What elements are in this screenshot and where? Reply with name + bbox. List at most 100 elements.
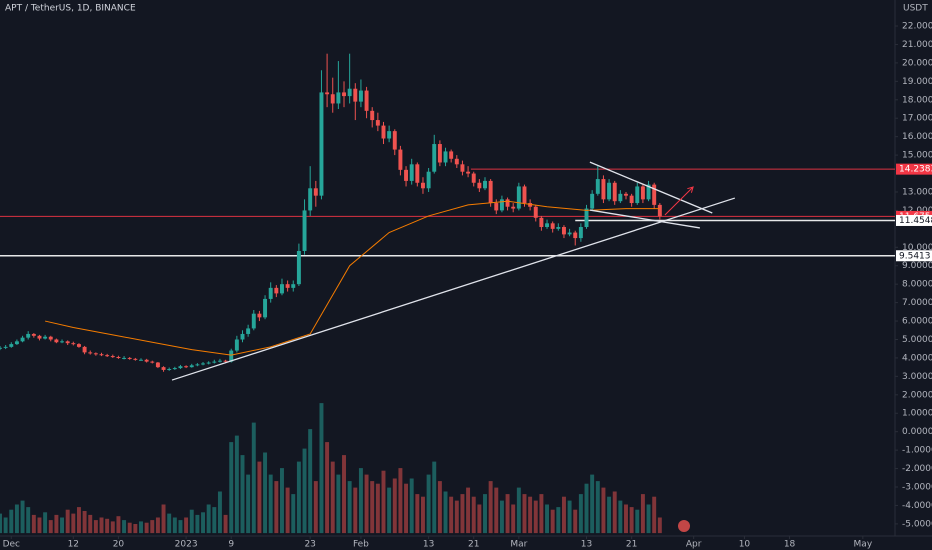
volume-bar <box>26 507 31 534</box>
candle-body <box>246 328 251 334</box>
candle-body <box>116 357 121 359</box>
y-tick-label: 13.0000 <box>902 187 932 197</box>
candle-body <box>223 360 228 362</box>
volume-bar <box>189 509 194 534</box>
volume-bar <box>268 474 273 534</box>
candle-body <box>471 173 476 183</box>
candle-body <box>105 355 110 357</box>
y-tick-label: 15.0000 <box>902 151 932 161</box>
volume-bar <box>201 512 205 534</box>
volume-bar <box>150 520 155 534</box>
candle-body <box>313 188 318 196</box>
volume-bar <box>550 509 555 534</box>
volume-bar <box>127 522 132 534</box>
y-tick-label: 2.0000 <box>902 390 932 400</box>
candle-body <box>0 347 2 349</box>
candle-body <box>387 131 392 139</box>
alert-icon[interactable] <box>678 520 690 532</box>
volume-bar <box>319 403 324 534</box>
volume-bar <box>404 483 409 534</box>
candle-body <box>595 179 600 194</box>
volume-bar <box>607 496 612 534</box>
y-tick-label: 19.0000 <box>902 77 932 87</box>
y-tick-label: 1.0000 <box>902 409 932 419</box>
volume-bar <box>483 494 487 534</box>
x-tick-label: 21 <box>626 540 637 550</box>
volume-bar <box>381 470 386 534</box>
y-tick-label: 16.0000 <box>902 132 932 142</box>
x-tick-label: 2023 <box>175 540 198 550</box>
candle-body <box>404 169 409 181</box>
volume-bar <box>516 487 521 534</box>
x-tick-label: 20 <box>113 540 125 550</box>
candle-body <box>624 193 628 196</box>
volume-bar <box>291 494 296 534</box>
candle-body <box>167 368 172 370</box>
trendline <box>171 197 736 381</box>
y-tick-label: 5.0000 <box>902 335 932 345</box>
axis-layer: 22.0000 21.0000 20.0000 19.0000 18.0000 17.00… <box>3 22 932 550</box>
volume-bar <box>449 496 454 534</box>
arrow <box>664 186 694 216</box>
candle-body <box>347 88 352 97</box>
volume-bar <box>646 504 651 534</box>
y-tick-label: 9.0000 <box>902 261 932 271</box>
candle-body <box>195 364 200 366</box>
y-tick-label: -4.0000 <box>902 501 932 511</box>
volume-bar <box>313 481 318 534</box>
icon-circle[interactable] <box>678 520 690 532</box>
volume-bar <box>184 517 189 534</box>
volume-bar <box>415 494 420 534</box>
candle-body <box>133 358 138 360</box>
x-tick-label: 18 <box>784 540 796 550</box>
candle-body <box>54 339 59 343</box>
candle-body <box>280 284 284 294</box>
x-tick-label: 13 <box>581 540 592 550</box>
candle-body <box>43 336 48 339</box>
volume-bar <box>206 504 211 534</box>
candle-body <box>325 92 330 95</box>
volume-bar <box>3 517 8 534</box>
volume-bar <box>144 522 149 534</box>
x-tick-label: Feb <box>353 540 369 550</box>
volume-bar <box>640 494 645 534</box>
volume-bar <box>392 478 397 534</box>
candle-body <box>308 188 313 211</box>
candle-body <box>285 284 290 288</box>
candle-body <box>296 250 301 285</box>
volume-bar <box>82 511 87 534</box>
candle-body <box>522 186 527 204</box>
volume-bar <box>240 455 245 534</box>
volume-bar <box>37 517 42 534</box>
candle-body <box>330 94 335 104</box>
candle-body <box>432 144 437 172</box>
volume-bar <box>251 422 256 534</box>
candle-body <box>26 333 31 338</box>
volume-bar <box>263 452 268 534</box>
candle-body <box>9 344 14 347</box>
candle-body <box>612 182 617 202</box>
candle-body <box>415 164 420 183</box>
candle-body <box>353 88 358 102</box>
volume-bar <box>612 491 617 534</box>
y-tick-label: -2.0000 <box>902 464 932 474</box>
volume-bar <box>635 509 640 534</box>
volume-bar <box>358 468 363 534</box>
volume-bar <box>65 509 70 534</box>
volume-bar <box>105 518 110 534</box>
y-tick-label: 10.0000 <box>902 243 932 253</box>
volume-bar <box>48 520 53 534</box>
candle-body <box>437 144 442 163</box>
volume-bar <box>178 520 183 534</box>
volume-bar <box>460 494 465 534</box>
volume-bar <box>336 474 341 534</box>
volume-bar <box>223 514 228 534</box>
volume-bar <box>409 478 414 534</box>
volume-bar <box>217 491 222 534</box>
candle-body <box>590 193 595 209</box>
candle-body <box>635 186 640 204</box>
volume-bar <box>584 483 589 534</box>
volume-bar <box>330 461 335 534</box>
candle-body <box>618 193 623 202</box>
